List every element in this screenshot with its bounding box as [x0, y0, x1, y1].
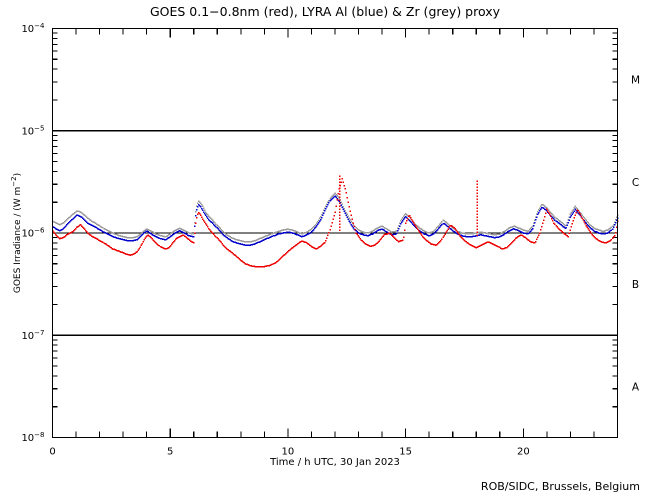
flare-class-label-C: C [632, 177, 639, 189]
data-series [51, 175, 619, 268]
x-tick-label-0: 0 [49, 447, 55, 458]
plot-frame [51, 27, 619, 439]
flare-class-label-B: B [632, 279, 639, 291]
y-axis-label-exponent: −2 [10, 176, 18, 186]
x-axis-tick-labels: 0 5 10 15 20 [49, 447, 529, 458]
x-tick-label-4: 20 [517, 447, 530, 458]
y-tick-label-3: 10−5 [21, 124, 44, 137]
plot-title: GOES 0.1−0.8nm (red), LYRA Al (blue) & Z… [150, 4, 501, 19]
y-axis-label-group: GOES Irradiance / (W m−2) [10, 173, 23, 293]
flare-class-label-M: M [631, 75, 640, 87]
flare-class-labels: A B C M [631, 75, 640, 394]
credit-text: ROB/SIDC, Brussels, Belgium [481, 480, 640, 493]
y-axis-tick-labels: 10−8 10−7 10−6 10−5 10−4 [21, 22, 45, 444]
y-axis-label-main: GOES Irradiance / (W m [13, 187, 23, 293]
y-tick-label-0: 10−8 [21, 431, 44, 444]
x-axis-ticks [51, 28, 619, 438]
y-tick-label-4: 10−4 [21, 22, 45, 35]
series-goes-0-1-0-8nm [51, 177, 619, 268]
x-tick-label-3: 15 [399, 447, 412, 458]
series-zr-proxy [51, 192, 619, 243]
flare-class-label-A: A [632, 381, 640, 393]
y-axis-label-tail: ) [13, 173, 23, 177]
y-axis-label: GOES Irradiance / (W m−2) [10, 173, 23, 293]
series-lyra-al [51, 195, 619, 246]
x-tick-label-2: 10 [282, 447, 295, 458]
x-tick-label-1: 5 [167, 447, 173, 458]
data-gap-spikes [339, 175, 479, 237]
y-tick-label-1: 10−7 [21, 329, 44, 342]
y-tick-label-2: 10−6 [21, 227, 45, 240]
x-axis-label: Time / h UTC, 30 Jan 2023 [269, 457, 400, 468]
